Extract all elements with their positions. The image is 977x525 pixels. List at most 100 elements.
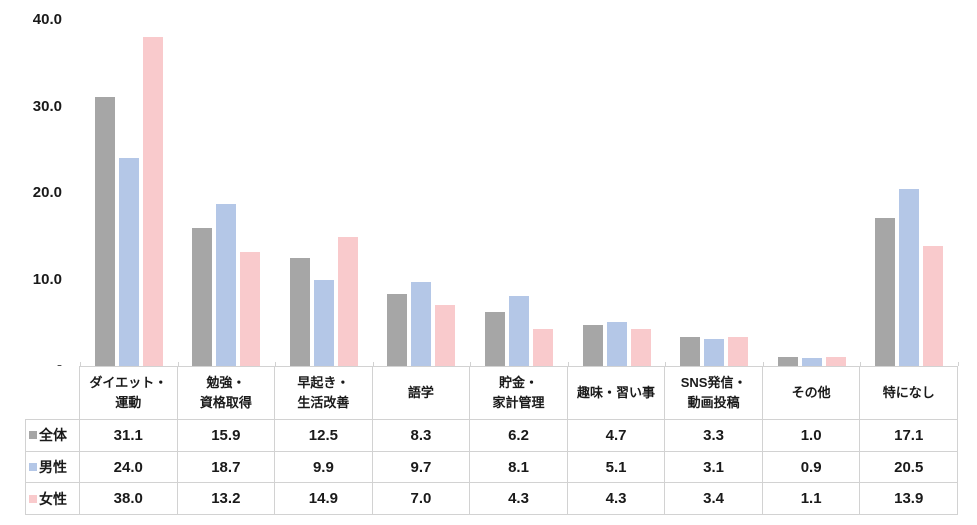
y-axis-tick-label: - xyxy=(0,357,62,375)
bar-group xyxy=(861,20,959,366)
bar-男性 xyxy=(411,282,432,366)
bar-男性 xyxy=(118,158,139,366)
y-axis: 40.0 30.0 20.0 10.0 - xyxy=(0,0,62,374)
bar-男性 xyxy=(801,358,822,366)
value-cell: 17.1 xyxy=(860,420,958,452)
bar-全体 xyxy=(192,228,213,366)
category-boundary-tick xyxy=(372,362,374,366)
legend-color-swatch-icon xyxy=(29,494,37,503)
legend-cell-男性: 男性 xyxy=(25,451,80,484)
legend-series-label: 全体 xyxy=(39,427,67,444)
value-cell: 24.0 xyxy=(80,451,178,484)
bar-女性 xyxy=(435,305,456,366)
category-header-cell: SNS発信・ 動画投稿 xyxy=(665,366,763,420)
bar-全体 xyxy=(777,357,798,366)
bar-男性 xyxy=(313,280,334,366)
bar-女性 xyxy=(728,336,749,366)
bar-group xyxy=(763,20,861,366)
legend-series-label: 男性 xyxy=(39,459,67,476)
legend-cell-女性: 女性 xyxy=(25,483,80,516)
value-cell: 3.4 xyxy=(665,483,763,516)
value-cell: 9.9 xyxy=(275,451,373,484)
category-boundary-tick xyxy=(470,362,472,366)
bar-男性 xyxy=(899,188,920,366)
category-header-cell: 勉強・ 資格取得 xyxy=(177,366,276,420)
value-cell: 8.3 xyxy=(372,420,471,452)
bar-全体 xyxy=(875,218,896,366)
plot-area xyxy=(80,20,959,366)
legend-cell-全体: 全体 xyxy=(25,420,80,452)
bar-group xyxy=(665,20,763,366)
category-boundary-tick xyxy=(958,362,959,366)
value-cell: 20.5 xyxy=(860,451,958,484)
category-header-cell: 早起き・ 生活改善 xyxy=(275,366,373,420)
bar-女性 xyxy=(825,356,846,366)
legend-color-swatch-icon xyxy=(29,463,37,472)
bar-全体 xyxy=(387,294,408,366)
bar-group xyxy=(178,20,276,366)
category-boundary-tick xyxy=(177,362,179,366)
value-cell: 4.7 xyxy=(567,420,666,452)
bar-全体 xyxy=(582,325,603,366)
value-cell: 1.0 xyxy=(762,420,861,452)
value-cell: 31.1 xyxy=(80,420,178,452)
bar-女性 xyxy=(923,245,944,366)
value-cell: 9.7 xyxy=(372,451,471,484)
data-table: ダイエット・ 運動 勉強・ 資格取得 早起き・ 生活改善 語学 貯金・ 家計管理 趣味・習… xyxy=(25,366,958,516)
value-cell: 13.2 xyxy=(177,483,276,516)
value-cell: 7.0 xyxy=(372,483,471,516)
bar-女性 xyxy=(337,237,358,366)
bar-男性 xyxy=(216,204,237,366)
y-axis-tick-label: 40.0 xyxy=(32,11,62,28)
bar-男性 xyxy=(606,321,627,366)
bar-全体 xyxy=(485,312,506,366)
category-header-cell: 貯金・ 家計管理 xyxy=(470,366,568,420)
category-boundary-tick xyxy=(665,362,667,366)
category-boundary-tick xyxy=(762,362,764,366)
category-header-cell: その他 xyxy=(762,366,861,420)
value-cell: 5.1 xyxy=(567,451,666,484)
y-axis-tick-label: 20.0 xyxy=(32,184,62,201)
value-cell: 4.3 xyxy=(567,483,666,516)
y-axis-tick-label: 10.0 xyxy=(32,270,62,288)
bar-女性 xyxy=(240,251,261,366)
bar-group xyxy=(80,20,178,366)
legend-color-swatch-icon xyxy=(29,431,37,440)
category-header-cell: ダイエット・ 運動 xyxy=(80,366,178,420)
bar-全体 xyxy=(680,337,701,366)
category-header-cell: 語学 xyxy=(372,366,471,420)
bar-group xyxy=(470,20,568,366)
value-cell: 18.7 xyxy=(177,451,276,484)
category-boundary-tick xyxy=(860,362,862,366)
value-cell: 8.1 xyxy=(470,451,568,484)
category-header-cell: 特になし xyxy=(860,366,958,420)
bar-女性 xyxy=(533,328,554,366)
value-cell: 13.9 xyxy=(860,483,958,516)
bar-全体 xyxy=(289,257,310,366)
category-boundary-tick xyxy=(567,362,569,366)
value-cell: 15.9 xyxy=(177,420,276,452)
category-boundary-tick xyxy=(275,362,277,366)
value-cell: 1.1 xyxy=(762,483,861,516)
bar-女性 xyxy=(142,37,163,366)
bar-全体 xyxy=(94,97,115,366)
bar-男性 xyxy=(509,295,530,366)
category-boundary-tick xyxy=(80,362,81,366)
bar-group xyxy=(568,20,666,366)
value-cell: 3.1 xyxy=(665,451,763,484)
bar-男性 xyxy=(704,339,725,366)
bar-女性 xyxy=(630,328,651,366)
bar-group xyxy=(275,20,373,366)
value-cell: 12.5 xyxy=(275,420,373,452)
value-cell: 0.9 xyxy=(762,451,861,484)
value-cell: 38.0 xyxy=(80,483,178,516)
legend-series-label: 女性 xyxy=(39,490,67,507)
y-axis-tick-label: 30.0 xyxy=(32,97,62,115)
value-cell: 6.2 xyxy=(470,420,568,452)
table-corner-cell xyxy=(25,366,80,420)
value-cell: 3.3 xyxy=(665,420,763,452)
value-cell: 4.3 xyxy=(470,483,568,516)
category-header-cell: 趣味・習い事 xyxy=(567,366,666,420)
value-cell: 14.9 xyxy=(275,483,373,516)
